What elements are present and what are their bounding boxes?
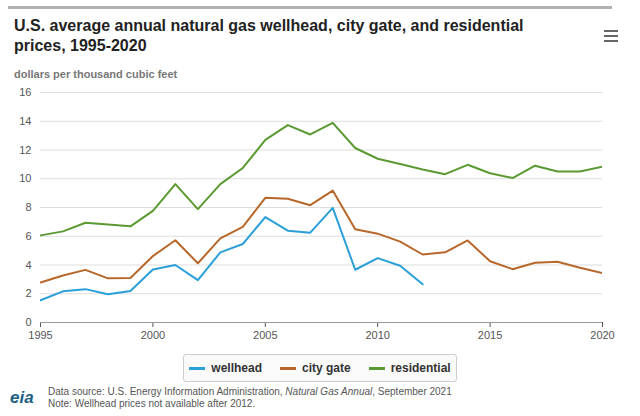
svg-text:12: 12: [19, 144, 31, 156]
svg-text:16: 16: [19, 86, 31, 98]
html-text:Data source: U.S. Energy Infor: Data source: U.S. Energy Information Adm…: [48, 386, 452, 397]
svg-text:4: 4: [25, 259, 31, 271]
svg-text:2020: 2020: [590, 329, 614, 341]
html-text:residential: residential: [390, 361, 451, 375]
html-text:eia: eia: [10, 388, 34, 407]
html-text:city gate: city gate: [302, 361, 351, 375]
svg-text:2000: 2000: [141, 329, 165, 341]
svg-text:2: 2: [25, 287, 31, 299]
svg-text:0: 0: [25, 316, 31, 328]
svg-text:14: 14: [19, 115, 31, 127]
html-text:U.S. average annual natural ga: U.S. average annual natural gas wellhead…: [14, 17, 524, 54]
svg-text:10: 10: [19, 172, 31, 184]
svg-text:6: 6: [25, 230, 31, 242]
html-text:dollars per thousand cubic fee: dollars per thousand cubic feet: [14, 68, 178, 80]
svg-text:1995: 1995: [28, 329, 52, 341]
svg-text:2010: 2010: [365, 329, 389, 341]
svg-text:8: 8: [25, 201, 31, 213]
html-text:Note: Wellhead prices not avai: Note: Wellhead prices not available afte…: [48, 398, 256, 409]
svg-text:2015: 2015: [478, 329, 502, 341]
svg-text:2005: 2005: [253, 329, 277, 341]
html-text:wellhead: wellhead: [211, 361, 262, 375]
